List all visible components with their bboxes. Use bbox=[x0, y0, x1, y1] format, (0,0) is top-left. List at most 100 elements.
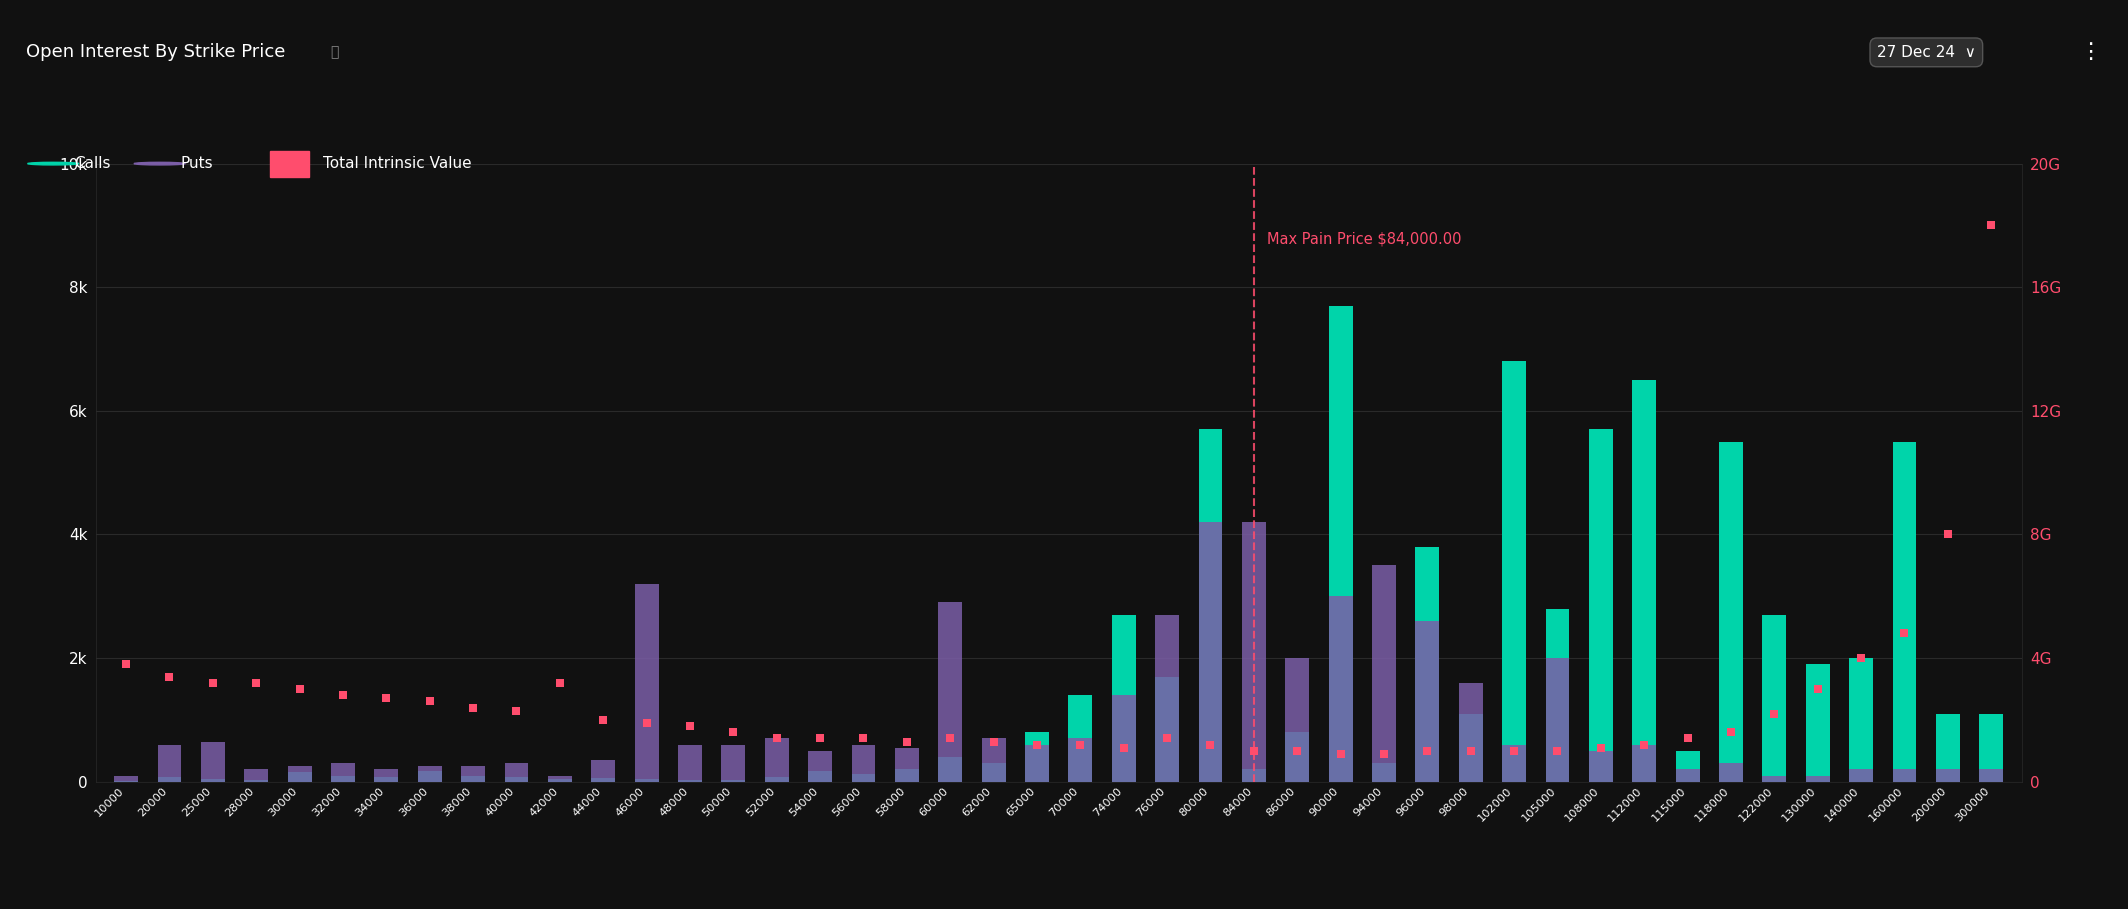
Bar bbox=[1285, 733, 1309, 782]
Bar bbox=[504, 764, 528, 782]
Bar bbox=[287, 766, 311, 782]
Point bbox=[1064, 737, 1098, 752]
Point bbox=[1324, 746, 1358, 761]
Bar bbox=[332, 764, 355, 782]
Point bbox=[413, 694, 447, 709]
Point bbox=[370, 691, 404, 705]
Bar bbox=[592, 778, 615, 782]
Point bbox=[1366, 746, 1400, 761]
Bar bbox=[1373, 764, 1396, 782]
Bar bbox=[1545, 609, 1570, 782]
Bar bbox=[245, 769, 268, 782]
Bar bbox=[634, 584, 658, 782]
Bar bbox=[1328, 305, 1353, 782]
Bar bbox=[1243, 769, 1266, 782]
Bar bbox=[1849, 769, 1873, 782]
Point bbox=[1149, 731, 1183, 745]
Point bbox=[109, 657, 143, 672]
Bar bbox=[1156, 614, 1179, 782]
Bar bbox=[1026, 744, 1049, 782]
Point bbox=[196, 675, 230, 690]
Text: ⋮: ⋮ bbox=[2079, 43, 2100, 63]
Bar bbox=[417, 766, 443, 782]
Bar bbox=[1675, 751, 1700, 782]
Bar bbox=[592, 760, 615, 782]
Bar bbox=[157, 777, 181, 782]
Bar bbox=[332, 775, 355, 782]
Point bbox=[1019, 737, 1053, 752]
Point bbox=[283, 682, 317, 696]
Point bbox=[1498, 744, 1532, 758]
Bar bbox=[1068, 738, 1092, 782]
Point bbox=[1236, 744, 1270, 758]
Bar bbox=[1460, 714, 1483, 782]
Bar bbox=[417, 771, 443, 782]
Bar bbox=[375, 769, 398, 782]
Bar bbox=[1979, 769, 2002, 782]
Bar bbox=[1111, 695, 1136, 782]
Bar bbox=[1719, 764, 1743, 782]
Bar bbox=[1285, 658, 1309, 782]
Bar bbox=[1936, 769, 1960, 782]
Point bbox=[717, 725, 751, 740]
Bar bbox=[1675, 769, 1700, 782]
Bar bbox=[1936, 714, 1960, 782]
Bar bbox=[157, 744, 181, 782]
Bar bbox=[764, 738, 789, 782]
Text: Max Pain Price $84,000.00: Max Pain Price $84,000.00 bbox=[1266, 232, 1462, 247]
Point bbox=[802, 731, 836, 745]
Bar bbox=[851, 744, 875, 782]
Point bbox=[585, 713, 619, 727]
Text: ⓘ: ⓘ bbox=[330, 45, 338, 59]
Bar bbox=[896, 748, 919, 782]
Point bbox=[1411, 744, 1445, 758]
Circle shape bbox=[134, 163, 185, 165]
Point bbox=[1845, 651, 1879, 665]
Circle shape bbox=[28, 163, 79, 165]
Point bbox=[1583, 741, 1617, 755]
Bar bbox=[851, 774, 875, 782]
Point bbox=[1975, 218, 2009, 233]
Bar bbox=[764, 777, 789, 782]
Bar bbox=[1762, 614, 1785, 782]
Bar bbox=[1719, 442, 1743, 782]
Point bbox=[153, 669, 187, 684]
Point bbox=[1758, 706, 1792, 721]
Bar bbox=[115, 775, 138, 782]
Bar bbox=[1979, 714, 2002, 782]
Point bbox=[1107, 741, 1141, 755]
Bar bbox=[679, 744, 702, 782]
Bar bbox=[1243, 522, 1266, 782]
Bar bbox=[245, 780, 268, 782]
Bar bbox=[634, 779, 658, 782]
Point bbox=[1281, 744, 1315, 758]
Point bbox=[1800, 682, 1834, 696]
Bar bbox=[1415, 621, 1439, 782]
Bar bbox=[1632, 380, 1656, 782]
Point bbox=[1194, 737, 1228, 752]
Bar bbox=[1590, 429, 1613, 782]
Bar bbox=[1849, 658, 1873, 782]
Bar bbox=[462, 775, 485, 782]
Point bbox=[238, 675, 272, 690]
Text: 27 Dec 24  ∨: 27 Dec 24 ∨ bbox=[1877, 45, 1975, 60]
Bar bbox=[1892, 442, 1917, 782]
Bar bbox=[1111, 614, 1136, 782]
Bar bbox=[375, 777, 398, 782]
Bar bbox=[809, 751, 832, 782]
Point bbox=[630, 715, 664, 730]
Point bbox=[1628, 737, 1662, 752]
Point bbox=[672, 719, 706, 734]
Bar bbox=[1328, 596, 1353, 782]
Point bbox=[500, 704, 534, 718]
Bar bbox=[809, 771, 832, 782]
Bar bbox=[1373, 565, 1396, 782]
Bar bbox=[721, 744, 745, 782]
Bar bbox=[1502, 744, 1526, 782]
Point bbox=[1888, 626, 1922, 641]
Bar bbox=[1762, 775, 1785, 782]
Bar bbox=[981, 738, 1007, 782]
Point bbox=[326, 688, 360, 703]
Bar bbox=[462, 766, 485, 782]
Bar bbox=[938, 757, 962, 782]
